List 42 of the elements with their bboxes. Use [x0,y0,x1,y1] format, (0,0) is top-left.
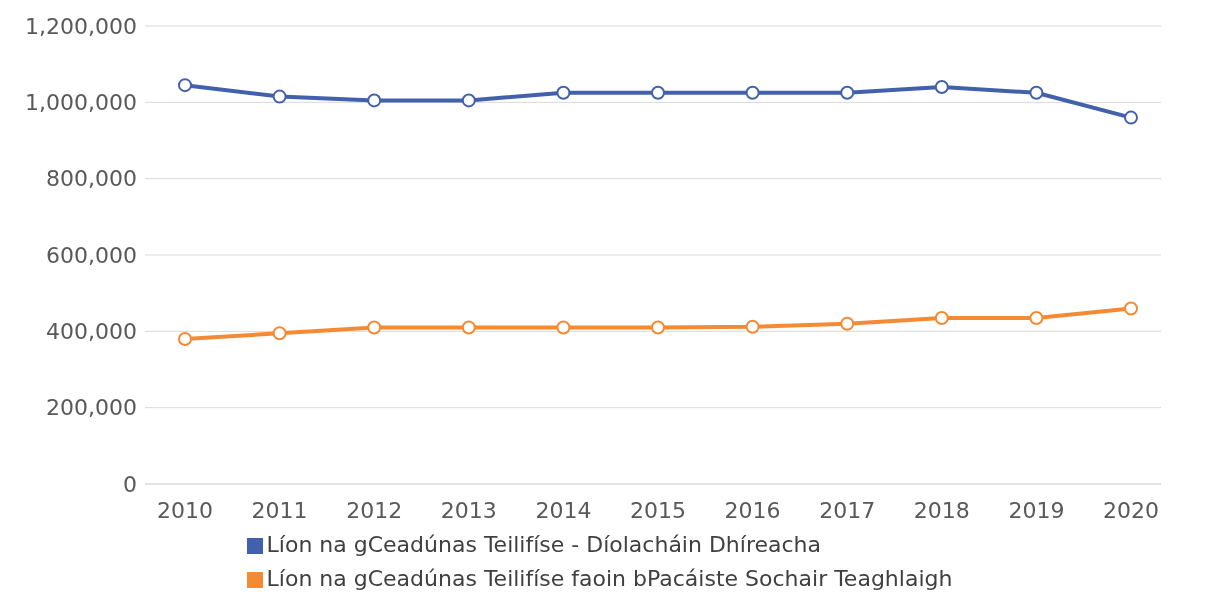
x-tick-label: 2015 [630,497,686,523]
x-tick-label: 2012 [346,497,403,523]
point [556,320,571,335]
y-tick-label: 400,000 [46,319,137,345]
point [840,85,855,100]
point [556,85,571,100]
point [272,89,287,104]
point [178,78,192,93]
x-tick-label: 2011 [251,497,308,523]
point [745,85,760,100]
x-tick-label: 2010 [157,497,213,523]
point [934,80,949,95]
point [745,319,760,334]
legend-label: Líon na gCeadúnas Teilifíse faoin bPacáiste Sochair Teaghlaigh [266,566,953,591]
point [178,331,192,346]
y-tick-label: 800,000 [46,166,137,192]
y-tick-label: 1,000,000 [25,90,137,116]
point [1124,110,1138,125]
x-tick-label: 2013 [440,497,497,523]
x-tick-label: 2017 [819,497,876,523]
x-tick-label: 2016 [724,497,781,523]
y-tick-label: 1,200,000 [25,13,137,39]
y-tick-label: 200,000 [46,395,137,421]
x-tick-label: 2020 [1103,497,1159,523]
point [934,310,949,325]
y-tick-label: 600,000 [46,242,137,268]
point [367,320,382,335]
y-tick-label: 0 [123,471,137,497]
point [651,85,665,100]
point [1029,85,1044,100]
point [651,320,665,335]
point [1029,310,1044,325]
legend-label: Líon na gCeadúnas Teilifíse - Díolacháin Dhíreacha [266,532,822,557]
point [461,93,476,108]
point [1124,301,1138,316]
x-tick-label: 2019 [1008,497,1065,523]
point [461,320,476,335]
point [840,316,855,331]
point [272,326,287,341]
x-tick-label: 2018 [913,497,970,523]
x-tick-label: 2014 [535,497,592,523]
point [367,93,382,108]
